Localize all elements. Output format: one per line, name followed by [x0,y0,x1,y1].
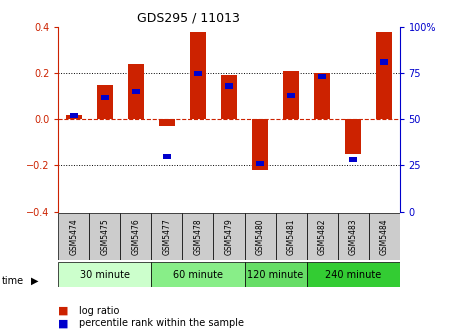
Text: GSM5483: GSM5483 [348,218,357,255]
Bar [89,213,120,260]
Bar [213,213,245,260]
Bar [128,64,144,119]
Bar [256,161,264,166]
Bar [163,154,171,159]
Bar [194,71,202,76]
Bar [58,213,89,260]
Bar [151,262,245,287]
Bar [66,115,82,119]
Text: GSM5480: GSM5480 [255,218,264,255]
Text: ■: ■ [58,306,69,316]
Text: GSM5474: GSM5474 [70,218,79,255]
Text: GSM5478: GSM5478 [194,218,202,255]
Bar [182,213,213,260]
Bar [283,71,299,119]
Text: GSM5482: GSM5482 [317,219,326,255]
Bar [307,213,338,260]
Bar [307,262,400,287]
Bar [314,73,330,119]
Text: 30 minute: 30 minute [80,270,130,280]
Text: percentile rank within the sample: percentile rank within the sample [79,318,243,328]
Bar [97,85,113,119]
Text: GSM5476: GSM5476 [132,218,141,255]
Text: GSM5475: GSM5475 [101,218,110,255]
Bar [245,213,276,260]
Text: GSM5477: GSM5477 [163,218,172,255]
Bar [151,213,182,260]
Text: 120 minute: 120 minute [247,270,304,280]
Bar [101,94,109,100]
Bar [58,262,151,287]
Bar [349,157,357,163]
Bar [221,75,237,119]
Bar [225,83,233,89]
Bar [369,213,400,260]
Bar [132,89,140,94]
Bar [159,119,175,126]
Bar [376,32,392,119]
Bar [190,32,206,119]
Bar [120,213,151,260]
Text: 60 minute: 60 minute [173,270,223,280]
Text: GSM5484: GSM5484 [379,218,388,255]
Text: GDS295 / 11013: GDS295 / 11013 [137,12,240,25]
Bar [252,119,268,170]
Bar [318,74,326,79]
Text: ▶: ▶ [31,276,38,286]
Text: GSM5479: GSM5479 [224,218,233,255]
Bar [338,213,369,260]
Bar [380,59,388,65]
Text: time: time [2,276,24,286]
Text: 240 minute: 240 minute [325,270,381,280]
Text: GSM5481: GSM5481 [286,219,295,255]
Text: log ratio: log ratio [79,306,119,316]
Bar [287,93,295,98]
Bar [245,262,307,287]
Bar [345,119,361,154]
Text: ■: ■ [58,318,69,328]
Bar [70,113,78,118]
Bar [276,213,307,260]
